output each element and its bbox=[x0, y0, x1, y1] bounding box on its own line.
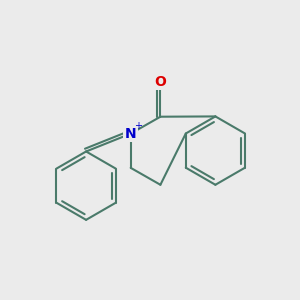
Text: N: N bbox=[125, 127, 136, 141]
Text: O: O bbox=[154, 75, 166, 88]
Text: +: + bbox=[134, 121, 142, 131]
